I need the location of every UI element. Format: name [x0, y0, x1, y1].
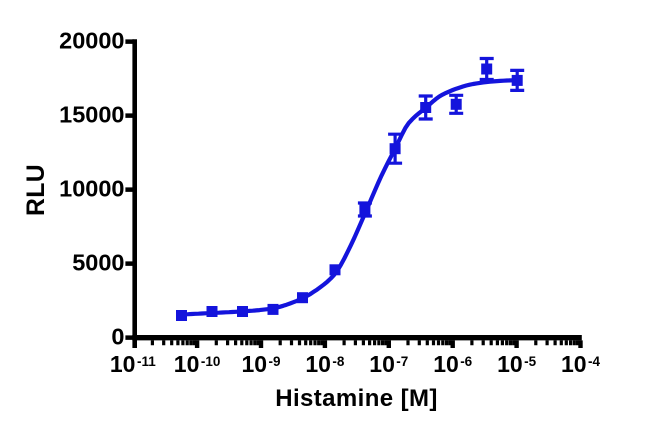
svg-text:0: 0 — [111, 323, 124, 349]
svg-text:10: 10 — [561, 351, 587, 377]
svg-text:10: 10 — [242, 351, 268, 377]
svg-text:10: 10 — [174, 351, 200, 377]
svg-text:-8: -8 — [332, 354, 344, 369]
svg-text:Histamine [M]: Histamine [M] — [275, 385, 438, 412]
svg-text:RLU: RLU — [23, 164, 50, 216]
svg-text:-4: -4 — [588, 354, 600, 369]
svg-text:-6: -6 — [460, 354, 472, 369]
svg-text:-9: -9 — [269, 354, 281, 369]
svg-text:10: 10 — [497, 351, 523, 377]
svg-text:10: 10 — [433, 351, 459, 377]
svg-text:10: 10 — [110, 351, 136, 377]
svg-text:15000: 15000 — [59, 101, 124, 127]
svg-text:10000: 10000 — [59, 175, 124, 201]
svg-text:5000: 5000 — [72, 249, 124, 275]
svg-text:20000: 20000 — [59, 27, 124, 53]
svg-text:-7: -7 — [396, 354, 408, 369]
svg-text:-11: -11 — [137, 354, 156, 369]
svg-text:-10: -10 — [201, 354, 221, 369]
svg-text:10: 10 — [369, 351, 395, 377]
svg-text:10: 10 — [305, 351, 331, 377]
svg-text:-5: -5 — [524, 354, 536, 369]
